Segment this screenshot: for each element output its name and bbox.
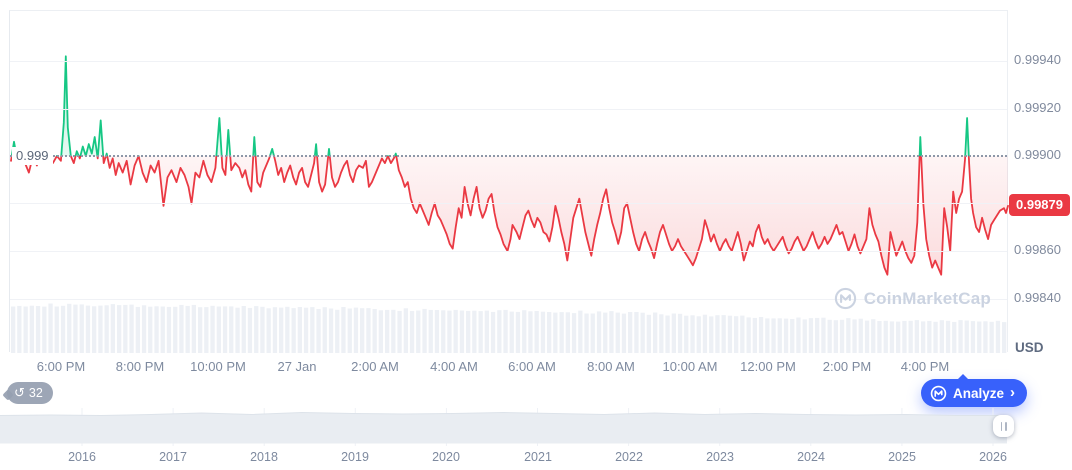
navigator-history-area: [0, 408, 1007, 446]
history-count-label: 32: [28, 386, 43, 400]
currency-label: USD: [1015, 340, 1044, 355]
year-label: 2023: [706, 450, 734, 464]
year-label: 2022: [615, 450, 643, 464]
x-axis-tick-label: 4:00 AM: [430, 359, 478, 374]
x-axis-tick-label: 4:00 PM: [900, 359, 950, 374]
history-icon: ↺: [14, 385, 25, 401]
x-axis-tick-label: 2:00 PM: [822, 359, 872, 374]
x-axis-tick-label: 10:00 PM: [190, 359, 246, 374]
x-axis-tick-label: 8:00 AM: [587, 359, 635, 374]
y-axis-tick-label: 0.99920: [1014, 100, 1061, 115]
y-axis-tick-label: 0.99860: [1014, 242, 1061, 257]
price-line-chart: [10, 55, 1009, 353]
analyze-button[interactable]: Analyze ›: [921, 374, 1028, 407]
coinmarketcap-logo-icon: [834, 287, 856, 310]
open-price-label: 0.999: [12, 147, 53, 165]
chevron-right-icon: ›: [1010, 384, 1016, 401]
x-axis-tick-label: 6:00 PM: [36, 359, 86, 374]
x-axis-tick-label: 12:00 PM: [740, 359, 796, 374]
year-label: 2017: [159, 450, 187, 464]
x-axis-tick-label: 6:00 AM: [508, 359, 556, 374]
current-price-badge: 0.99879: [1009, 194, 1070, 216]
year-label: 2018: [250, 450, 278, 464]
year-label: 2021: [524, 450, 552, 464]
grip-bar-icon: [1000, 421, 1002, 431]
navigator-handle[interactable]: [993, 415, 1014, 437]
grip-bar-icon: [1005, 421, 1007, 431]
x-axis-tick-label: 8:00 PM: [115, 359, 165, 374]
y-axis-tick-label: 0.99900: [1014, 147, 1061, 162]
timeline-navigator[interactable]: [0, 408, 1072, 446]
year-label: 2020: [432, 450, 460, 464]
year-label: 2019: [341, 450, 369, 464]
watermark-text: CoinMarketCap: [863, 288, 991, 308]
year-label: 2016: [68, 450, 96, 464]
x-axis-tick-label: 10:00 AM: [662, 359, 718, 374]
year-label: 2024: [797, 450, 825, 464]
year-label: 2025: [888, 450, 916, 464]
y-axis-tick-label: 0.99840: [1014, 290, 1061, 305]
volume-bars: [11, 303, 1007, 353]
watermark: CoinMarketCap: [834, 287, 991, 310]
history-count-badge[interactable]: ↺ 32: [7, 382, 53, 404]
y-axis-tick-label: 0.99940: [1014, 52, 1061, 67]
year-label: 2026: [979, 450, 1007, 464]
chart-plot-area[interactable]: 0.999 CoinMarketCap: [9, 10, 1009, 353]
x-axis-tick-label: 27 Jan: [277, 359, 317, 374]
x-axis-tick-label: 2:00 AM: [351, 359, 399, 374]
analyze-button-label: Analyze: [953, 385, 1005, 401]
coinmarketcap-logo-icon: [930, 385, 947, 401]
